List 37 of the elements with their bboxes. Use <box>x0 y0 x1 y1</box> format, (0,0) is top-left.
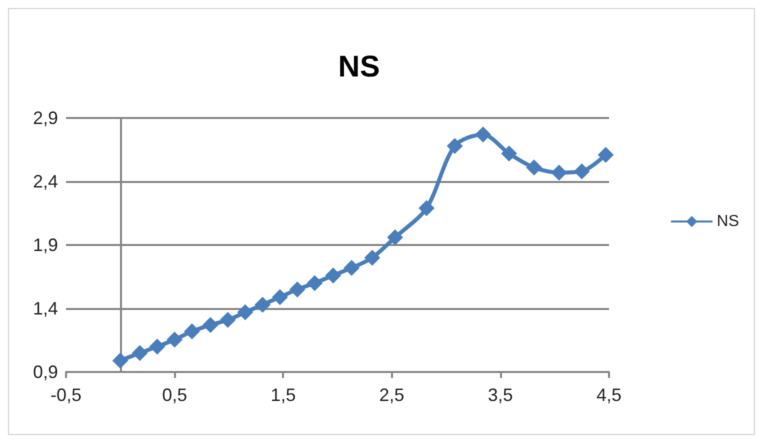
point <box>184 323 200 340</box>
point <box>501 146 518 162</box>
point <box>418 200 435 216</box>
point <box>132 344 148 361</box>
point <box>254 296 271 313</box>
y-tick-label: 1,9 <box>32 235 58 255</box>
chart-title: NS <box>338 50 380 84</box>
point <box>272 289 288 306</box>
x-tick-label: 2,5 <box>379 385 404 405</box>
point <box>237 304 254 320</box>
y-tick-label: 1,4 <box>32 298 58 318</box>
x-tick-label: -0,5 <box>50 385 82 405</box>
x-tick-label: 0,5 <box>162 385 188 405</box>
point <box>526 160 542 176</box>
point <box>166 332 183 348</box>
x-tick-label: 1,5 <box>270 385 296 405</box>
point <box>149 338 166 355</box>
y-tick-label: 2,4 <box>32 172 58 192</box>
point <box>598 146 614 163</box>
x-tick-label: 4,5 <box>596 385 622 405</box>
point <box>364 250 380 266</box>
point <box>325 267 342 284</box>
point <box>220 312 236 328</box>
point <box>387 229 404 246</box>
y-tick-label: 0,9 <box>32 362 58 382</box>
x-tick-label: 3,5 <box>488 385 513 405</box>
point <box>446 138 463 154</box>
point <box>551 164 568 181</box>
point <box>344 260 360 276</box>
legend-label: NS <box>716 213 740 230</box>
y-tick-label: 2,9 <box>32 108 58 128</box>
point <box>574 163 590 180</box>
point <box>289 281 306 298</box>
point <box>112 352 128 369</box>
point <box>306 275 323 292</box>
point <box>202 317 218 334</box>
point <box>475 126 492 143</box>
